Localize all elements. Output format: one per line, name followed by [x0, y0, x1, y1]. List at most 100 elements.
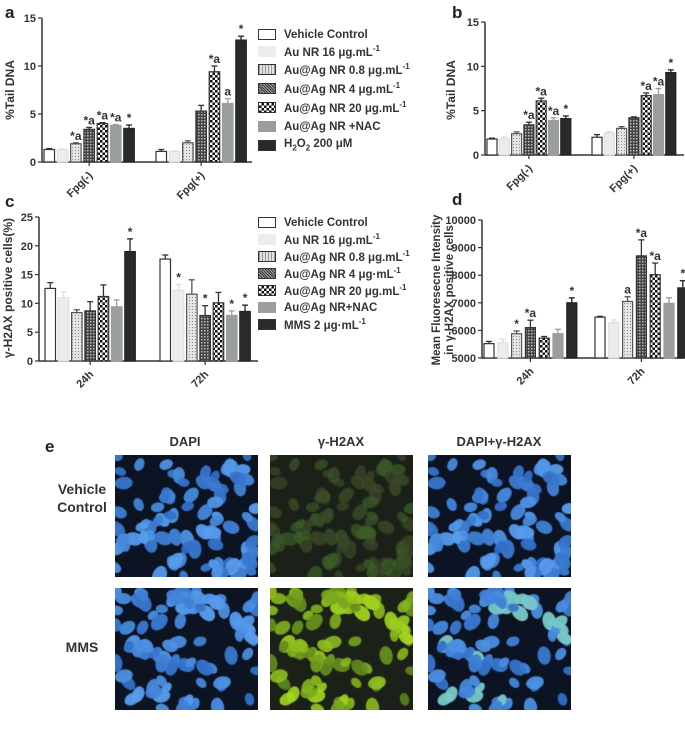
y-tick-label: 0: [27, 356, 33, 368]
legend-item: Au@Ag NR+NAC: [258, 299, 410, 316]
legend-swatch: [258, 121, 276, 132]
legend-c: Vehicle Control Au NR 16 μg.mL-1 Au@Ag NR …: [258, 214, 410, 333]
legend-swatch: [258, 29, 276, 40]
bar: [124, 250, 136, 362]
legend-item: MMS 2 μg·mL-1: [258, 316, 410, 333]
legend-item: Au@Ag NR +NAC: [258, 117, 410, 136]
legend-item: Au@Ag NR 0.8 μg.mL-1: [258, 248, 410, 265]
legend-a: Vehicle Control Au NR 16 μg.mL-1 Au@Ag NR …: [258, 26, 410, 155]
legend-swatch: [258, 302, 276, 313]
bar: [566, 302, 578, 359]
legend-swatch: [258, 46, 276, 57]
bar: [186, 293, 198, 362]
bar: [621, 300, 634, 359]
y-tick-label: 15: [467, 17, 479, 29]
legend-label: H2O2 200 μM: [284, 138, 353, 153]
significance-label: *: [668, 56, 673, 70]
significance-label: *: [239, 22, 244, 36]
y-tick-label: 5000: [452, 353, 476, 365]
x-tick-label: 24h: [515, 365, 537, 387]
bar: [172, 289, 185, 362]
bar: [208, 71, 221, 163]
legend-label: Au@Ag NR 4 μg.mL-1: [284, 81, 401, 96]
legend-label: Au@Ag NR 20 μg.mL-1: [284, 100, 407, 115]
significance-label: *: [176, 270, 181, 284]
significance-label: *a: [97, 109, 109, 123]
bar: [608, 322, 620, 359]
y-tick-label: 6000: [452, 325, 476, 337]
legend-swatch: [258, 83, 276, 94]
legend-swatch: [258, 140, 276, 151]
significance-label: *: [229, 297, 234, 311]
x-tick-label: 72h: [626, 365, 648, 387]
legend-label: Vehicle Control: [284, 28, 368, 41]
bar: [594, 316, 606, 359]
bar: [635, 255, 648, 359]
bar: [486, 138, 498, 156]
bar: [535, 100, 547, 156]
bar: [615, 127, 628, 156]
bar: [483, 343, 495, 359]
bar: [43, 148, 56, 163]
bar: [498, 138, 510, 156]
legend-item: Au@Ag NR 20 μg.mL-1: [258, 98, 410, 117]
bar: [649, 274, 661, 359]
bar: [212, 302, 225, 362]
legend-swatch: [258, 319, 276, 330]
legend-label: Au@Ag NR 0.8 μg.mL-1: [284, 62, 410, 77]
bar: [225, 314, 238, 362]
bar: [96, 122, 109, 163]
bar: [665, 71, 677, 156]
bar: [221, 102, 234, 163]
significance-label: *: [563, 102, 568, 116]
legend-swatch: [258, 64, 276, 75]
significance-label: *a: [523, 108, 535, 122]
significance-label: *a: [70, 129, 82, 143]
significance-label: *: [514, 317, 519, 331]
legend-label: Au NR 16 μg.mL-1: [284, 232, 380, 247]
bar: [123, 127, 135, 163]
y-axis-label: %Tail DNA: [3, 60, 17, 120]
legend-swatch: [258, 234, 276, 245]
legend-item: Au NR 16 μg.mL-1: [258, 43, 410, 60]
bar: [239, 310, 251, 362]
legend-swatch: [258, 217, 276, 228]
legend-item: Au@Ag NR 4 μg.mL-1: [258, 79, 410, 98]
bar: [57, 297, 70, 362]
y-tick-label: 10: [24, 61, 36, 73]
y-tick-label: 8000: [452, 270, 476, 282]
bar: [70, 312, 83, 362]
bar: [511, 133, 523, 156]
bar: [523, 124, 535, 156]
bar: [235, 39, 247, 163]
x-tick-label: Fpg(+): [175, 169, 208, 202]
bar: [159, 258, 172, 362]
y-tick-label: 10000: [445, 215, 476, 227]
bar: [199, 314, 211, 362]
legend-label: Au@Ag NR 4 μg·mL-1: [284, 266, 401, 281]
y-axis-label: %Tail DNA: [444, 60, 458, 120]
bar: [97, 295, 110, 362]
bar: [109, 124, 122, 163]
significance-label: *a: [536, 84, 548, 98]
legend-item: Au@Ag NR 4 μg·mL-1: [258, 265, 410, 282]
significance-label: *a: [110, 111, 122, 125]
panel-label-d: d: [452, 190, 463, 209]
significance-label: *a: [650, 249, 662, 263]
bar: [168, 150, 181, 163]
y-tick-label: 0: [30, 157, 36, 169]
legend-label: Au@Ag NR +NAC: [284, 120, 381, 133]
legend-label: MMS 2 μg·mL-1: [284, 317, 366, 332]
y-tick-label: 10: [467, 61, 479, 73]
legend-item: Vehicle Control: [258, 214, 410, 231]
legend-label: Au@Ag NR+NAC: [284, 301, 378, 314]
y-tick-label: 9000: [452, 243, 476, 255]
bar: [552, 333, 564, 359]
y-axis-label: Mean Fluoresecne Intensity: [431, 214, 443, 365]
x-tick-label: Fpg(-): [505, 162, 536, 193]
significance-label: a: [624, 283, 631, 297]
y-tick-label: 5: [27, 327, 33, 339]
significance-label: a: [224, 85, 231, 99]
significance-label: *: [203, 292, 208, 306]
